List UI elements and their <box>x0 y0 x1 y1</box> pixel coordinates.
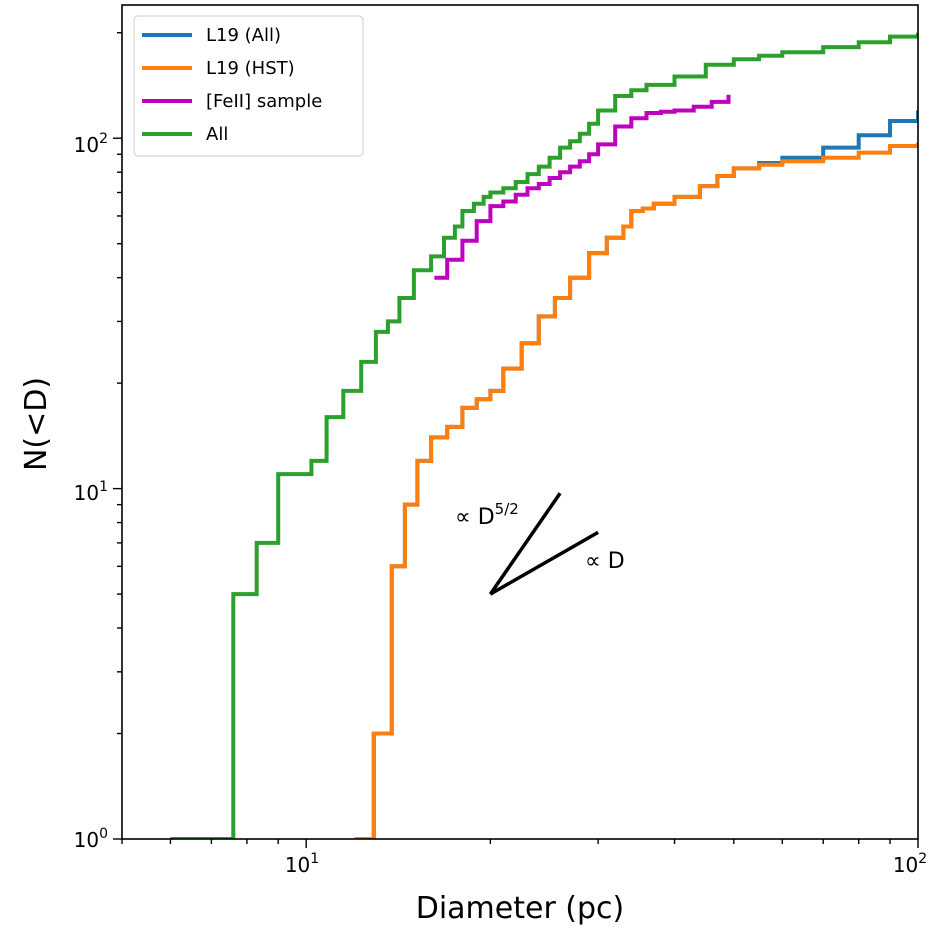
y-axis-title: N(<D) <box>19 377 54 471</box>
x-axis-title: Diameter (pc) <box>416 891 625 926</box>
reference-lines <box>488 492 599 596</box>
legend: L19 (All) L19 (HST) [FeII] sample All <box>133 15 364 157</box>
legend-label-l19-hst: L19 (HST) <box>206 58 295 79</box>
legend-label-feii-sample: [FeII] sample <box>206 91 322 112</box>
series-line-feii-sample <box>434 94 731 280</box>
y-tick-label-100: 102 <box>74 131 108 157</box>
legend-box <box>133 15 364 157</box>
x-tick-label-100: 102 <box>893 851 927 877</box>
reference-line-d <box>489 530 599 596</box>
legend-label-l19-all: L19 (All) <box>206 25 281 46</box>
slope-annotation-d52: ∝ D5/2 <box>455 500 519 530</box>
legend-label-all: All <box>206 124 228 145</box>
series-line-all <box>170 32 918 839</box>
slope-annotation-d: ∝ D <box>585 549 625 574</box>
axis-ticks <box>113 32 919 848</box>
plot-area-frame <box>121 4 919 840</box>
series-line-l19-hst <box>354 142 918 839</box>
series-layer <box>170 32 918 839</box>
x-tick-label-10: 101 <box>285 851 319 877</box>
y-tick-label-10: 101 <box>74 479 108 505</box>
reference-line-d-5-2 <box>488 492 562 596</box>
y-tick-label-1: 100 <box>74 826 108 852</box>
